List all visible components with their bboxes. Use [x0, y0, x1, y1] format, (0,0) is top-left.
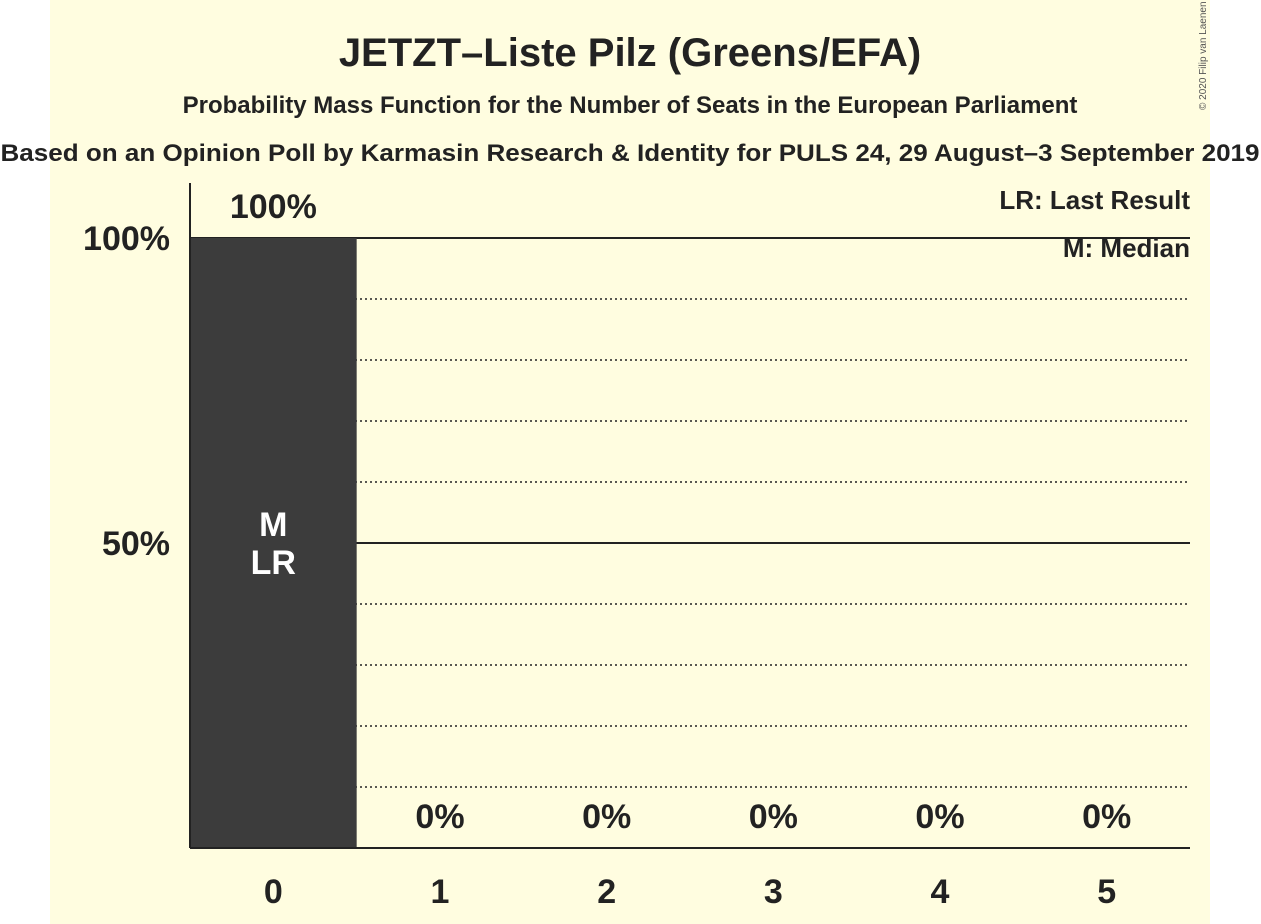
x-tick-label-0: 0: [264, 873, 283, 911]
value-label-0: 100%: [230, 188, 317, 226]
y-tick-label-100: 100%: [83, 220, 170, 258]
value-label-2: 0%: [582, 798, 631, 836]
chart-source-note: Based on an Opinion Poll by Karmasin Res…: [1, 140, 1260, 167]
axes: 50% 100%: [83, 183, 1190, 849]
value-label-1: 0%: [415, 798, 464, 836]
x-tick-label-3: 3: [764, 873, 783, 911]
legend-entry-1: LR: Last Result: [999, 185, 1190, 215]
labels: 100% 0 0% 1 0% 2 0% 3 0% 4 0% 5 MLR: [230, 188, 1131, 911]
x-tick-label-1: 1: [431, 873, 450, 911]
value-label-5: 0%: [1082, 798, 1131, 836]
chart-subtitle: Probability Mass Function for the Number…: [183, 92, 1078, 119]
legend-entry-2: M: Median: [1063, 233, 1190, 263]
copyright-text: © 2020 Filip van Laenen: [1198, 1, 1209, 110]
x-tick-label-2: 2: [597, 873, 616, 911]
value-label-3: 0%: [749, 798, 798, 836]
chart-title: JETZT–Liste Pilz (Greens/EFA): [339, 31, 921, 75]
bar-0: [190, 238, 357, 848]
legend: LR: Last Result M: Median: [999, 185, 1190, 263]
x-tick-label-5: 5: [1097, 873, 1116, 911]
bars: [190, 238, 357, 848]
bar-annotation-m: M: [259, 506, 287, 544]
x-tick-label-4: 4: [931, 873, 950, 911]
value-label-4: 0%: [915, 798, 964, 836]
y-tick-label-50: 50%: [102, 525, 170, 563]
bar-annotation-lr: LR: [251, 544, 296, 582]
